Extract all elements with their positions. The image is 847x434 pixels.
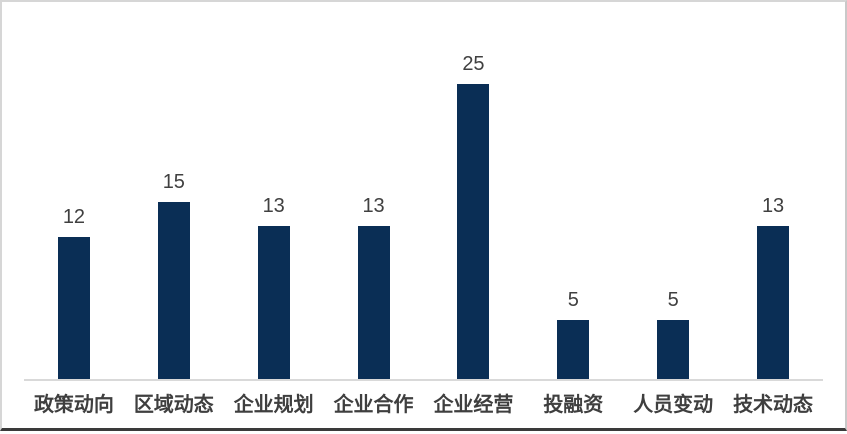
bar-group: 13 bbox=[324, 195, 424, 379]
bar-value-label: 12 bbox=[62, 206, 86, 229]
category-label: 企业规划 bbox=[233, 394, 314, 416]
bar-group: 25 bbox=[424, 53, 524, 379]
bar-group: 5 bbox=[523, 289, 623, 379]
bar[interactable] bbox=[357, 225, 390, 379]
bar[interactable] bbox=[257, 225, 290, 379]
category-label: 技术动态 bbox=[733, 394, 814, 416]
bar-value-label: 13 bbox=[362, 194, 385, 217]
bar-group: 13 bbox=[224, 195, 324, 379]
bar-group: 12 bbox=[24, 206, 124, 379]
bar[interactable] bbox=[157, 202, 190, 379]
bar-value-label: 5 bbox=[667, 289, 679, 311]
bar[interactable] bbox=[457, 84, 490, 379]
category-label: 企业合作 bbox=[333, 394, 414, 416]
bar-value-label: 5 bbox=[567, 289, 579, 311]
bar[interactable] bbox=[657, 320, 690, 379]
bar-group: 13 bbox=[723, 195, 823, 379]
bar[interactable] bbox=[557, 320, 590, 379]
category-label: 区域动态 bbox=[133, 394, 214, 416]
plot-area: 12 15 13 13 25 5 5 13 bbox=[24, 2, 823, 381]
bar-value-label: 15 bbox=[162, 171, 185, 193]
bar[interactable] bbox=[757, 225, 790, 379]
bar-value-label: 13 bbox=[761, 194, 785, 217]
category-label: 企业经营 bbox=[433, 394, 514, 416]
bar-value-label: 13 bbox=[262, 194, 285, 217]
bar-value-label: 25 bbox=[462, 53, 485, 75]
category-axis: 政策动向 区域动态 企业规划 企业合作 企业经营 投融资 人员变动 技术动态 bbox=[24, 381, 823, 417]
category-label: 投融资 bbox=[543, 394, 604, 416]
category-label: 政策动向 bbox=[33, 394, 114, 416]
bar[interactable] bbox=[57, 237, 90, 379]
bar-group: 15 bbox=[124, 171, 224, 379]
category-label: 人员变动 bbox=[633, 394, 714, 416]
bar-group: 5 bbox=[623, 289, 723, 379]
